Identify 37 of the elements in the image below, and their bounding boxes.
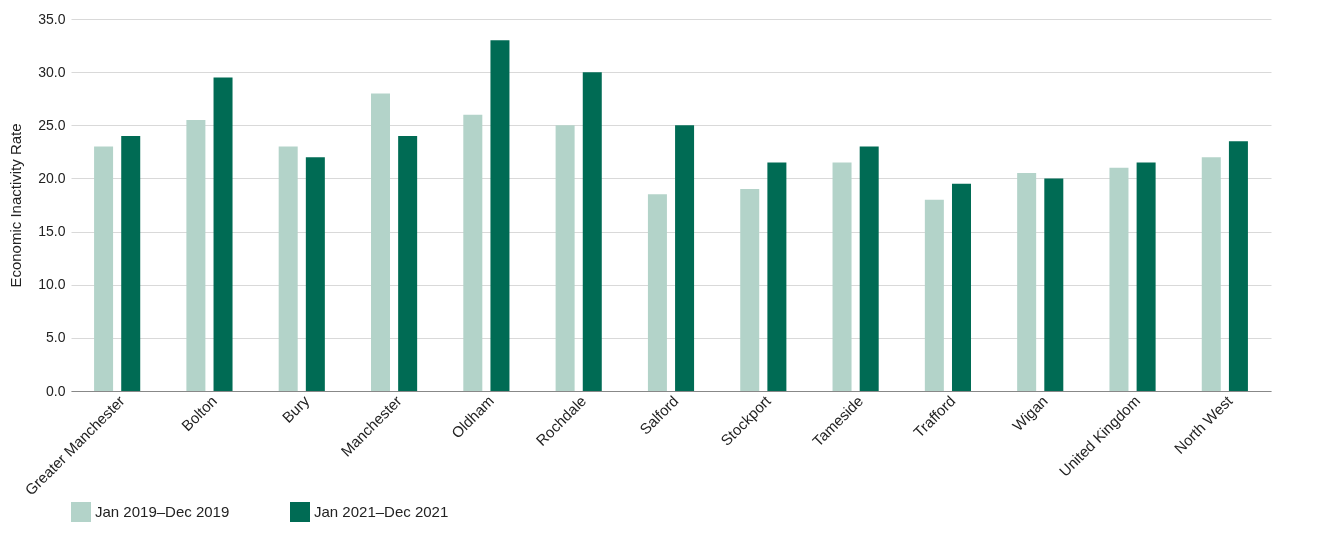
bar — [1136, 162, 1156, 391]
bar — [1044, 178, 1064, 391]
bar — [305, 157, 325, 391]
bar — [1201, 157, 1221, 391]
bar — [582, 72, 602, 391]
y-tick-label: 20.0 — [38, 169, 66, 186]
bar — [1228, 141, 1248, 391]
y-tick-label: 5.0 — [46, 329, 66, 346]
y-tick-label: 30.0 — [38, 63, 66, 80]
bar — [767, 162, 787, 391]
bar — [186, 119, 206, 391]
bar — [398, 135, 418, 391]
legend-label: Jan 2021–Dec 2021 — [314, 503, 449, 520]
bar — [94, 146, 114, 391]
bar — [371, 93, 390, 391]
y-tick-label: 35.0 — [38, 10, 66, 27]
y-tick-label: 10.0 — [38, 276, 66, 293]
bar — [463, 114, 483, 391]
y-tick-label: 15.0 — [38, 223, 66, 240]
bar — [647, 194, 667, 391]
bar — [1109, 167, 1129, 391]
bar — [859, 146, 879, 391]
bar — [952, 183, 971, 391]
bar — [278, 146, 298, 391]
y-axis-title: Economic Inactivity Rate — [7, 123, 25, 288]
bar — [121, 135, 141, 391]
y-tick-label: 0.0 — [46, 382, 66, 399]
bar — [1017, 173, 1037, 391]
bar — [832, 162, 852, 391]
bar — [675, 125, 695, 391]
bar — [740, 189, 760, 391]
bar — [213, 77, 233, 391]
bar — [924, 199, 944, 391]
bar — [490, 40, 510, 391]
bar — [555, 125, 575, 391]
legend-label: Jan 2019–Dec 2019 — [95, 503, 230, 520]
y-tick-label: 25.0 — [38, 116, 66, 133]
